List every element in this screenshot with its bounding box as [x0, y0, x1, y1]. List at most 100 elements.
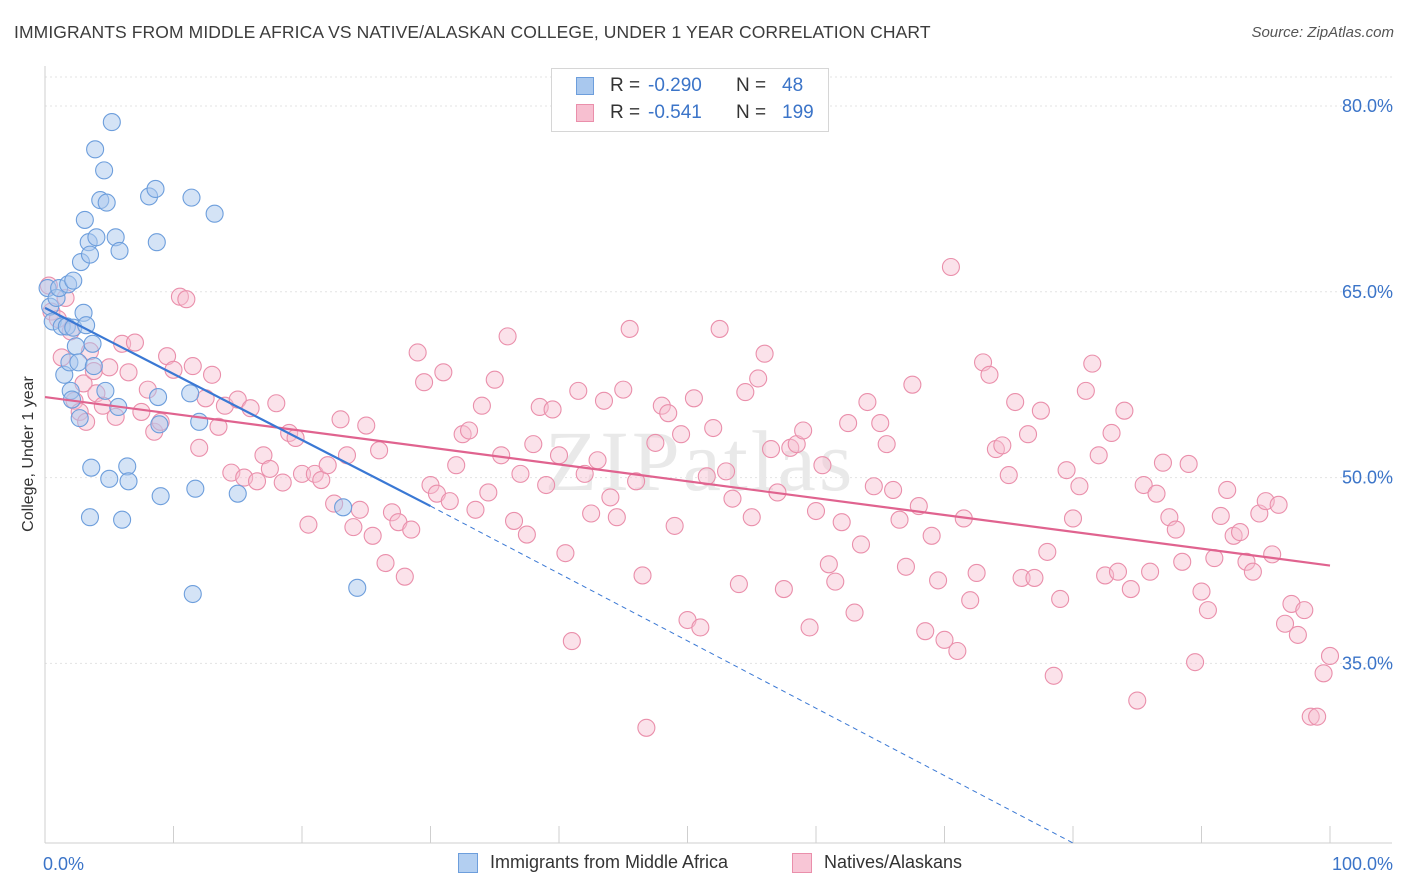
immigrants-point: [151, 487, 170, 506]
natives-point: [498, 327, 517, 346]
natives-point: [652, 396, 671, 415]
natives-point: [447, 456, 466, 475]
natives-point: [967, 563, 986, 583]
natives-point: [543, 400, 562, 419]
natives-point: [556, 544, 575, 563]
n-value: 48: [782, 75, 804, 96]
r-value: -0.541: [648, 102, 702, 123]
natives-point: [1243, 562, 1262, 581]
natives-point: [203, 365, 222, 384]
natives-point: [524, 435, 543, 454]
natives-point: [549, 446, 569, 465]
immigrants-point: [102, 113, 121, 132]
natives-point: [916, 622, 935, 641]
natives-point: [440, 492, 459, 511]
natives-point: [877, 435, 896, 454]
natives-point: [761, 440, 781, 459]
natives-point: [794, 421, 813, 440]
natives-point: [1051, 589, 1070, 609]
natives-point: [562, 632, 581, 651]
immigrants-point: [110, 241, 129, 260]
natives-point: [511, 464, 530, 483]
natives-point: [755, 344, 774, 363]
natives-point: [774, 580, 793, 599]
natives-point: [1192, 582, 1211, 601]
legend-label: Natives/Alaskans: [824, 852, 963, 872]
natives-point: [890, 510, 909, 529]
immigrants-trend-extension: [430, 505, 1074, 844]
natives-point: [704, 418, 723, 438]
natives-point: [1057, 461, 1076, 480]
natives-point: [627, 472, 646, 491]
natives-point: [472, 396, 491, 415]
legend-swatch-natives: [792, 852, 812, 873]
natives-point: [273, 473, 292, 492]
natives-point: [1301, 707, 1320, 726]
y-axis-label: College, Under 1 year: [20, 376, 37, 532]
natives-point: [292, 464, 312, 483]
natives-point: [1031, 401, 1050, 420]
y-tick-label: 65.0%: [1342, 282, 1393, 302]
immigrants-point: [181, 384, 200, 403]
natives-point: [637, 718, 656, 737]
natives-point: [260, 459, 279, 478]
tick-labels: 35.0% 50.0% 65.0% 80.0% 0.0% 100.0%: [43, 96, 1393, 874]
natives-point: [395, 567, 414, 586]
natives-point: [318, 456, 337, 475]
natives-point: [672, 425, 691, 444]
natives-point: [935, 630, 954, 649]
natives-point: [1295, 601, 1314, 620]
immigrants-point: [64, 271, 83, 290]
regression-lines: [44, 306, 1331, 844]
natives-point: [1198, 601, 1217, 620]
natives-point: [1044, 666, 1063, 685]
natives-point: [1314, 664, 1333, 683]
natives-point: [588, 451, 607, 470]
immigrants-point: [119, 472, 138, 491]
natives-point: [479, 483, 498, 502]
natives-point: [941, 257, 960, 277]
immigrants-point: [150, 415, 169, 434]
natives-point: [607, 508, 626, 527]
natives-point: [537, 475, 556, 495]
natives-point: [190, 438, 209, 457]
natives-point: [1275, 614, 1295, 633]
natives-point: [1063, 509, 1083, 528]
natives-point: [871, 414, 890, 433]
immigrants-trend-line: [44, 306, 432, 508]
watermark: ZIPatlas: [545, 413, 856, 509]
immigrants-point: [87, 228, 106, 247]
natives-point: [1288, 625, 1307, 644]
natives-point: [1121, 580, 1140, 599]
legend-row-natives: R = -0.541 N = 199: [576, 101, 814, 125]
natives-point: [466, 500, 485, 519]
immigrants-point: [80, 508, 100, 527]
legend-item-natives: Natives/Alaskans: [792, 852, 962, 873]
natives-point: [100, 358, 119, 377]
natives-point: [845, 603, 864, 622]
natives-point: [382, 503, 402, 522]
natives-point: [1141, 562, 1160, 581]
natives-point: [1173, 552, 1192, 571]
natives-point: [1102, 423, 1121, 443]
natives-point: [884, 480, 903, 500]
natives-point: [620, 319, 639, 338]
natives-point: [601, 488, 620, 507]
natives-point: [1147, 484, 1166, 503]
natives-point: [813, 456, 832, 475]
chart-title: IMMIGRANTS FROM MIDDLE AFRICA VS NATIVE/…: [14, 22, 931, 42]
natives-point: [434, 363, 453, 382]
grid-lines: [45, 76, 1392, 664]
natives-point: [247, 472, 267, 491]
natives-point: [299, 515, 318, 534]
immigrants-point: [82, 458, 101, 477]
natives-point: [1089, 446, 1108, 465]
r-label: R =: [610, 75, 641, 96]
natives-point: [729, 575, 748, 594]
immigrants-point: [113, 510, 132, 529]
immigrants-point: [70, 409, 89, 428]
natives-trend-line: [44, 395, 1331, 567]
legend-swatch-immigrants: [576, 77, 594, 95]
immigrants-point: [334, 498, 353, 517]
